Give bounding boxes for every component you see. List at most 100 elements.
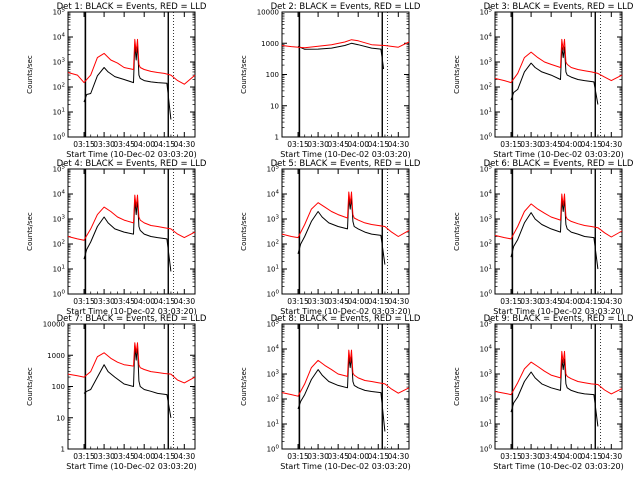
x-tick-label: 03:30 (520, 297, 542, 306)
panel-title: Det 9: BLACK = Events, RED = LLD (484, 314, 634, 324)
panel-title: Det 4: BLACK = Events, RED = LLD (57, 159, 207, 169)
y-tick-label: 103 (53, 215, 66, 224)
x-tick-label: 04:30 (173, 297, 195, 306)
x-tick-label: 04:15 (367, 452, 389, 461)
x-tick-label: 03:15 (287, 297, 309, 306)
y-tick-label: 104 (53, 190, 66, 199)
x-tick-label: 04:00 (133, 452, 155, 461)
y-tick-label: 101 (480, 108, 492, 117)
x-tick-label: 03:45 (113, 140, 135, 149)
x-tick-label: 03:15 (73, 140, 95, 149)
events-series-line (297, 42, 385, 70)
x-tick-label: 04:15 (153, 297, 175, 306)
x-tick-label: 03:30 (307, 297, 329, 306)
y-tick-label: 104 (480, 345, 493, 354)
panel-title: Det 8: BLACK = Events, RED = LLD (271, 314, 421, 324)
y-axis-label: Counts/sec (26, 212, 34, 251)
y-tick-label: 102 (480, 83, 492, 92)
y-axis-label: Counts/sec (453, 212, 461, 251)
plot-frame (281, 323, 410, 450)
x-tick-label: 03:15 (500, 297, 522, 306)
x-tick-label: 03:30 (93, 452, 115, 461)
x-tick-label: 04:00 (347, 140, 369, 149)
y-tick-label: 103 (267, 215, 280, 224)
y-tick-label: 100 (53, 290, 66, 299)
y-tick-label: 105 (480, 320, 493, 329)
x-tick-label: 04:15 (153, 140, 175, 149)
x-tick-label: 03:45 (113, 452, 135, 461)
y-tick-label: 101 (53, 265, 65, 274)
x-axis-label: Start Time (10-Dec-02 03:03:20) (66, 462, 197, 471)
y-tick-label: 10 (56, 414, 65, 422)
x-tick-label: 04:00 (560, 140, 582, 149)
x-tick-label: 03:45 (540, 140, 562, 149)
y-tick-label: 1 (275, 134, 279, 142)
detector-panel-1: Det 1: BLACK = Events, RED = LLD 100 101 10… (26, 2, 207, 159)
y-tick-label: 100 (53, 133, 66, 142)
y-tick-label: 1000 (47, 352, 65, 360)
y-axis-label: Counts/sec (453, 367, 461, 406)
y-tick-label: 10 (270, 102, 279, 110)
lld-series-line (281, 39, 410, 49)
panel-title: Det 7: BLACK = Events, RED = LLD (57, 314, 207, 324)
y-tick-label: 104 (480, 33, 493, 42)
x-tick-label: 03:15 (287, 140, 309, 149)
x-tick-label: 04:00 (347, 297, 369, 306)
x-tick-label: 04:30 (600, 140, 622, 149)
x-tick-label: 03:45 (327, 297, 349, 306)
y-tick-label: 101 (53, 108, 65, 117)
panel-title: Det 1: BLACK = Events, RED = LLD (57, 2, 207, 12)
y-tick-label: 102 (53, 240, 65, 249)
x-tick-label: 04:30 (173, 140, 195, 149)
x-tick-label: 04:00 (133, 297, 155, 306)
detector-panel-9: Det 9: BLACK = Events, RED = LLD 100 101 10… (453, 314, 634, 471)
x-tick-label: 03:45 (540, 297, 562, 306)
y-tick-label: 100 (267, 445, 280, 454)
y-tick-label: 105 (267, 165, 280, 174)
x-tick-label: 04:15 (580, 297, 602, 306)
plot-frame (67, 168, 196, 295)
y-tick-label: 105 (53, 8, 66, 17)
y-tick-label: 100 (480, 445, 493, 454)
y-tick-label: 103 (480, 370, 493, 379)
plot-frame (281, 11, 410, 138)
y-tick-label: 101 (267, 420, 279, 429)
y-tick-label: 105 (480, 165, 493, 174)
lld-series-line (494, 38, 623, 84)
y-tick-label: 102 (480, 395, 492, 404)
x-axis-label: Start Time (10-Dec-02 03:03:20) (280, 462, 411, 471)
events-series-line (297, 197, 386, 265)
x-tick-label: 04:30 (387, 140, 409, 149)
y-tick-label: 103 (267, 370, 280, 379)
x-tick-label: 04:30 (600, 452, 622, 461)
y-tick-label: 101 (267, 265, 279, 274)
y-tick-label: 101 (480, 420, 492, 429)
y-tick-label: 103 (480, 58, 493, 67)
y-tick-label: 100 (52, 383, 65, 391)
panel-title: Det 5: BLACK = Events, RED = LLD (271, 159, 421, 169)
lld-series-line (67, 342, 196, 384)
y-tick-label: 104 (480, 190, 493, 199)
events-series-line (83, 199, 172, 272)
x-tick-label: 03:45 (327, 140, 349, 149)
y-tick-label: 10000 (43, 321, 65, 329)
x-tick-label: 03:45 (113, 297, 135, 306)
y-tick-label: 105 (53, 165, 66, 174)
detector-panel-3: Det 3: BLACK = Events, RED = LLD 100 101 10… (453, 2, 634, 159)
events-series-line (510, 46, 599, 105)
plot-frame (494, 11, 623, 138)
y-tick-label: 100 (480, 133, 493, 142)
y-tick-label: 105 (267, 320, 280, 329)
x-tick-label: 04:30 (173, 452, 195, 461)
y-tick-label: 100 (266, 71, 279, 79)
lld-series-line (67, 38, 196, 85)
x-tick-label: 03:15 (287, 452, 309, 461)
y-tick-label: 102 (53, 83, 65, 92)
detector-panel-6: Det 6: BLACK = Events, RED = LLD 100 101 10… (453, 159, 634, 316)
panel-title: Det 2: BLACK = Events, RED = LLD (271, 2, 421, 12)
detector-panel-8: Det 8: BLACK = Events, RED = LLD 100 101 10… (240, 314, 421, 471)
x-tick-label: 04:30 (387, 452, 409, 461)
y-tick-label: 104 (267, 345, 280, 354)
y-tick-label: 102 (267, 395, 279, 404)
